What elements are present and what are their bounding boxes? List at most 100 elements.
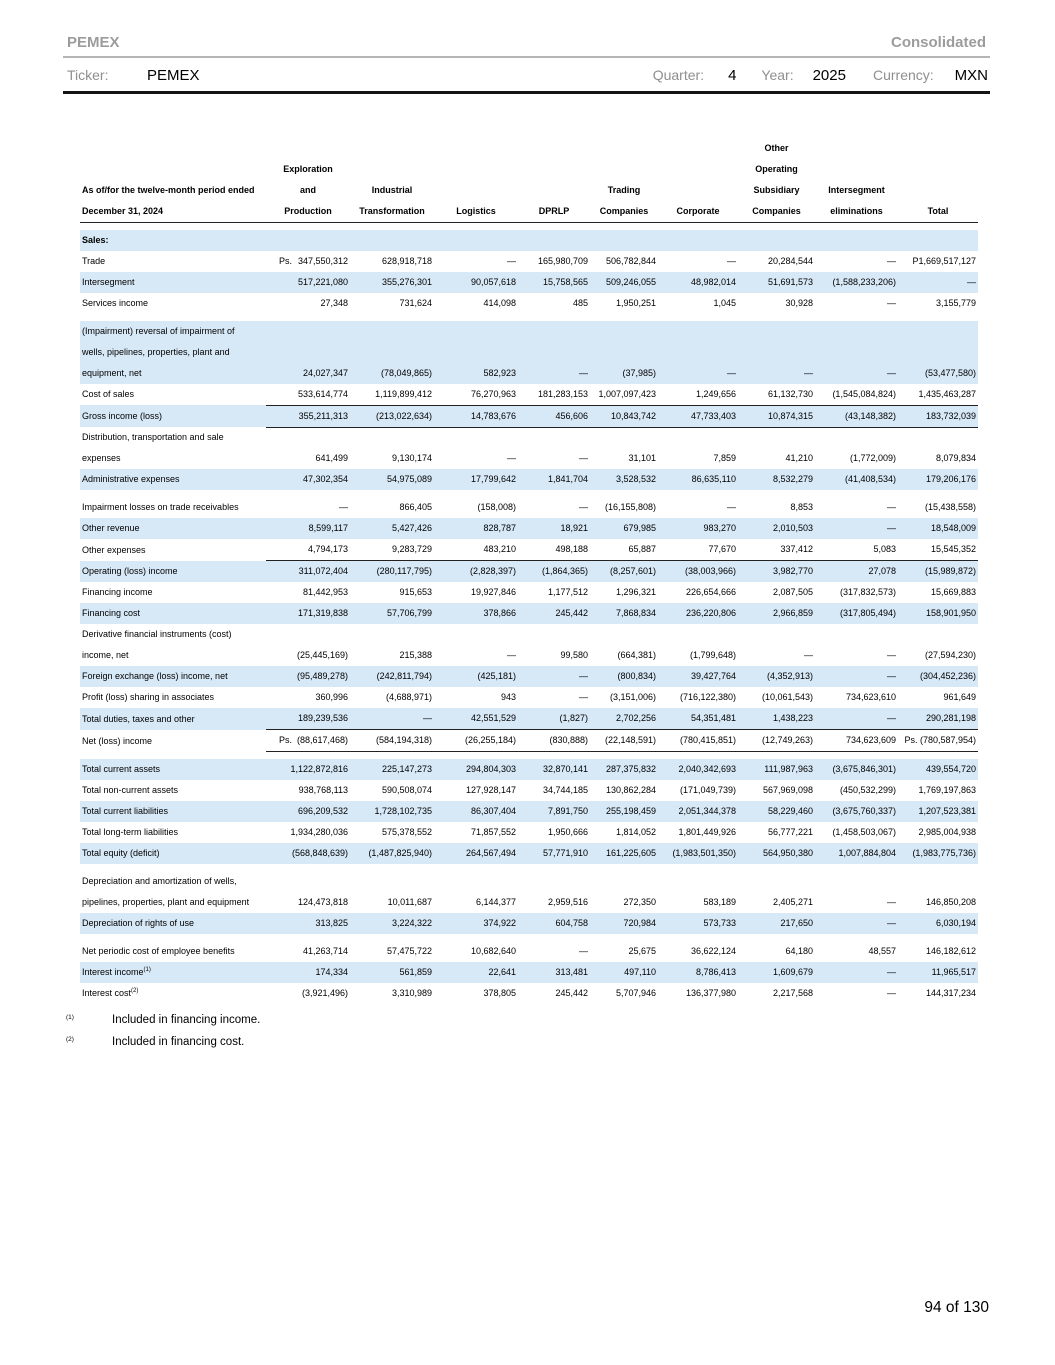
value-cell: 7,859 [713,453,736,463]
value-cell: (25,445,169) [296,650,348,660]
value-cell: 10,011,687 [387,896,432,907]
value-cell: 1,438,223 [738,708,815,730]
page-content: PEMEX Consolidated Ticker: PEMEX Quarter… [63,34,990,1048]
value-cell: 641,499 [315,453,348,463]
value-cell: 17,799,642 [434,469,518,490]
value-cell: (3,151,006) [609,692,656,702]
table-row-operating-income: Operating (loss) income 311,072,404 (280,1… [80,560,978,582]
currency-label: Currency: [872,67,934,83]
value-cell: 34,744,185 [542,784,588,795]
value-cell: 146,182,612 [925,945,976,956]
value-cell: 245,442 [555,987,588,998]
value-cell: — [815,912,898,934]
table-row-distribution-expenses: Distribution, transportation and sale exp… [80,427,978,469]
segment-financial-table: As of/for the twelve-month period ended D… [80,138,978,1004]
table-row-total-equity: Total equity (deficit) (568,848,639) (1,48… [80,842,978,864]
table-row-total-non-current-assets: Total non-current assets 938,768,113 590,5… [80,780,978,801]
value-cell: P1,669,517,127 [912,255,976,266]
value-cell: 48,557 [868,945,896,956]
value-cell: 25,675 [628,945,656,956]
value-cell: (15,989,872) [898,560,978,582]
value-cell: 58,229,460 [738,800,815,822]
currency-prefix: Ps. [279,735,293,745]
value-cell: 10,682,640 [470,945,516,956]
value-cell: (37,985) [590,320,658,384]
value-cell: — [518,666,590,687]
value-cell: — [579,692,588,702]
value-cell: 181,283,153 [518,383,590,406]
value-cell: 76,270,963 [434,383,518,406]
value-cell: 3,155,779 [935,297,976,308]
value-cell: 15,669,883 [930,587,976,597]
value-cell: 287,375,832 [590,758,658,780]
value-cell: (1,827) [518,708,590,730]
value-cell: (450,532,299) [839,784,896,795]
value-cell: 18,548,009 [898,518,978,539]
value-cell: — [579,453,588,463]
value-cell: — [898,271,978,293]
value-cell: 1,841,704 [518,469,590,490]
value-cell: 20,284,544 [767,255,813,266]
quarter-value: 4 [728,67,737,84]
table-row-total-long-term-liabilities: Total long-term liabilities 1,934,280,036… [80,822,978,843]
value-cell: 14,783,676 [434,405,518,428]
value-cell: 734,623,610 [845,692,896,702]
value-cell: 144,317,234 [925,987,976,998]
value-cell: 31,101 [628,453,656,463]
value-cell: — [887,896,896,907]
value-cell: — [579,945,588,956]
brand-title: PEMEX [67,34,120,51]
value-cell: 161,225,605 [590,842,658,864]
table-row-depreciation-rights-of-use: Depreciation of rights of use 313,825 3,22… [80,912,978,934]
value-cell: 374,922 [434,912,518,934]
value-cell: — [507,453,516,463]
value-cell: 47,302,354 [266,469,350,490]
value-cell: (280,117,795) [350,560,434,582]
table-row-impairment-losses-receivables: Impairment losses on trade receivables — 8… [80,497,978,518]
header-bar: PEMEX Consolidated [63,34,990,58]
value-cell: 628,918,718 [381,255,432,266]
value-cell: 567,969,098 [762,784,813,795]
table-row-financing-income: Financing income 81,442,953 915,653 19,927,… [80,582,978,603]
footnote-marker: (1) [66,1013,74,1021]
value-cell: 264,567,494 [434,842,518,864]
value-cell: 183,732,039 [898,405,978,428]
value-cell: — [815,666,898,687]
value-cell: 575,378,552 [381,826,432,837]
value-cell: 77,670 [658,539,738,561]
value-cell: 1,609,679 [738,961,815,983]
value-cell: 48,982,014 [658,271,738,293]
quarter-label: Quarter: [652,67,705,83]
value-cell: — [579,502,588,512]
value-cell: 360,996 [315,692,348,702]
value-cell: 1,814,052 [615,826,656,837]
value-cell: 915,653 [399,587,432,597]
value-cell: (3,675,760,337) [815,800,898,822]
value-cell: 124,473,818 [297,896,348,907]
value-cell: 71,857,552 [470,826,516,837]
value-cell: (15,438,558) [924,502,976,512]
value-cell: 10,874,315 [738,405,815,428]
value-cell: 61,132,730 [738,383,815,406]
row-label: Depreciation of rights of use [80,912,266,934]
table-row-foreign-exchange: Foreign exchange (loss) income, net (95,4… [80,666,978,687]
value-cell: 255,198,459 [590,800,658,822]
value-cell: 15,758,565 [518,271,590,293]
value-cell: 679,985 [590,518,658,539]
value-cell: 294,804,303 [434,758,518,780]
value-cell: 311,072,404 [266,560,350,582]
value-cell: 19,927,846 [470,587,516,597]
value-cell: (584,194,318) [350,729,434,752]
value-cell: — [887,502,896,512]
column-header: Corporate [658,138,738,223]
value-cell: (1,772,009) [849,453,896,463]
table-row-profit-sharing-associates: Profit (loss) sharing in associates 360,9… [80,687,978,708]
value-cell: — [727,255,736,266]
footnote-text: Included in financing cost. [112,1035,245,1048]
value-cell: (27,594,230) [924,650,976,660]
value-cell: 146,850,208 [925,896,976,907]
value-cell: 4,794,173 [266,539,350,561]
value-cell: 2,087,505 [772,587,813,597]
value-cell: (78,049,865) [350,320,434,384]
value-cell: 86,307,404 [434,800,518,822]
